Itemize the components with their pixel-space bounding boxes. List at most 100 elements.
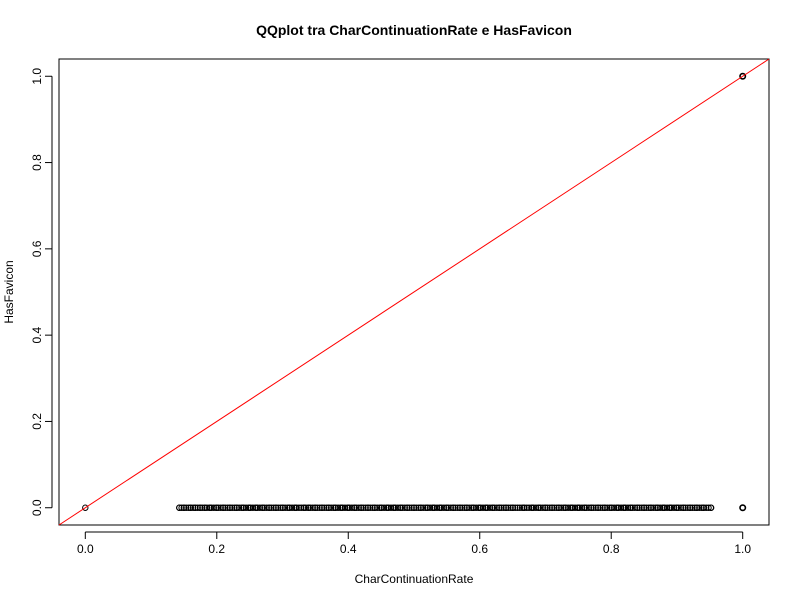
data-point [353,504,360,511]
data-point [330,504,337,511]
data-point [325,504,333,511]
data-point [604,504,611,511]
x-tick-label: 0.6 [471,542,488,556]
y-tick-label: 0.6 [30,240,44,257]
data-point [222,504,229,511]
data-point [668,504,675,511]
data-point [440,504,448,511]
data-point [516,504,524,511]
data-point [705,504,712,511]
data-point [424,504,432,511]
reference-line [58,58,770,526]
data-point [396,504,404,511]
data-point [194,504,201,511]
data-point [470,504,478,511]
data-point [410,504,418,511]
data-point [316,504,323,511]
data-point [585,504,593,511]
y-tick-label: 0.2 [30,413,44,430]
data-point [201,504,208,511]
data-point [422,504,429,511]
data-point [551,504,558,511]
data-point [261,504,268,511]
data-point [426,504,434,511]
data-point [505,504,512,511]
data-point [739,504,747,512]
data-point [311,504,319,511]
data-point [401,504,408,511]
data-point [608,504,616,511]
y-axis: 0.0 0.2 0.4 0.6 0.8 1.0 [30,68,53,516]
data-point [539,504,547,511]
data-point [468,504,475,511]
data-point [258,504,266,511]
plot-area-frame [58,58,770,526]
data-point [620,504,627,511]
data-point [417,504,425,511]
data-point [286,504,293,511]
data-point [587,504,595,511]
data-point [183,504,190,511]
data-point [357,504,365,511]
data-point [569,504,576,511]
y-axis-label: HasFavicon [2,260,16,323]
data-point [242,504,250,511]
data-point [666,504,673,511]
data-point [647,504,655,511]
data-point [693,504,701,511]
data-point [390,504,397,511]
data-point [463,504,471,511]
data-point [645,504,652,511]
data-point [291,504,298,511]
data-point [650,504,657,511]
data-point [392,504,399,511]
data-point [509,504,517,511]
data-point [399,504,406,511]
data-point [459,504,466,511]
data-point [498,504,505,511]
x-tick-label: 0.2 [208,542,225,556]
data-point [661,504,669,511]
data-point [567,504,574,511]
data-point [475,504,482,511]
data-point [631,504,639,511]
data-point [318,504,326,511]
data-point [339,504,346,511]
data-point [256,504,264,511]
data-point [548,504,556,511]
data-point [362,504,369,511]
data-point [537,504,544,511]
data-point [675,504,682,511]
data-point [562,504,570,511]
x-tick-label: 0.8 [603,542,620,556]
data-point [613,504,620,511]
x-tick-label: 1.0 [734,542,751,556]
data-point [739,72,747,80]
data-point [235,504,243,511]
data-point [270,504,277,511]
data-point [576,504,583,511]
data-point [206,504,213,511]
data-point [615,504,622,511]
data-point [323,504,330,511]
data-point [224,504,231,511]
data-point [461,504,468,511]
data-point [599,504,606,511]
data-point [680,504,687,511]
data-point [192,504,199,511]
data-point [643,504,650,511]
data-point [500,504,507,511]
data-point [233,504,241,511]
data-point [265,504,273,511]
data-point [281,504,289,511]
data-point [288,504,296,511]
data-point [371,504,379,511]
data-point [677,504,685,511]
data-point [541,504,549,511]
data-point [376,504,383,511]
data-point [383,504,390,511]
data-point [454,504,461,511]
data-point [314,504,321,511]
data-point [304,504,312,511]
data-point [219,504,227,511]
